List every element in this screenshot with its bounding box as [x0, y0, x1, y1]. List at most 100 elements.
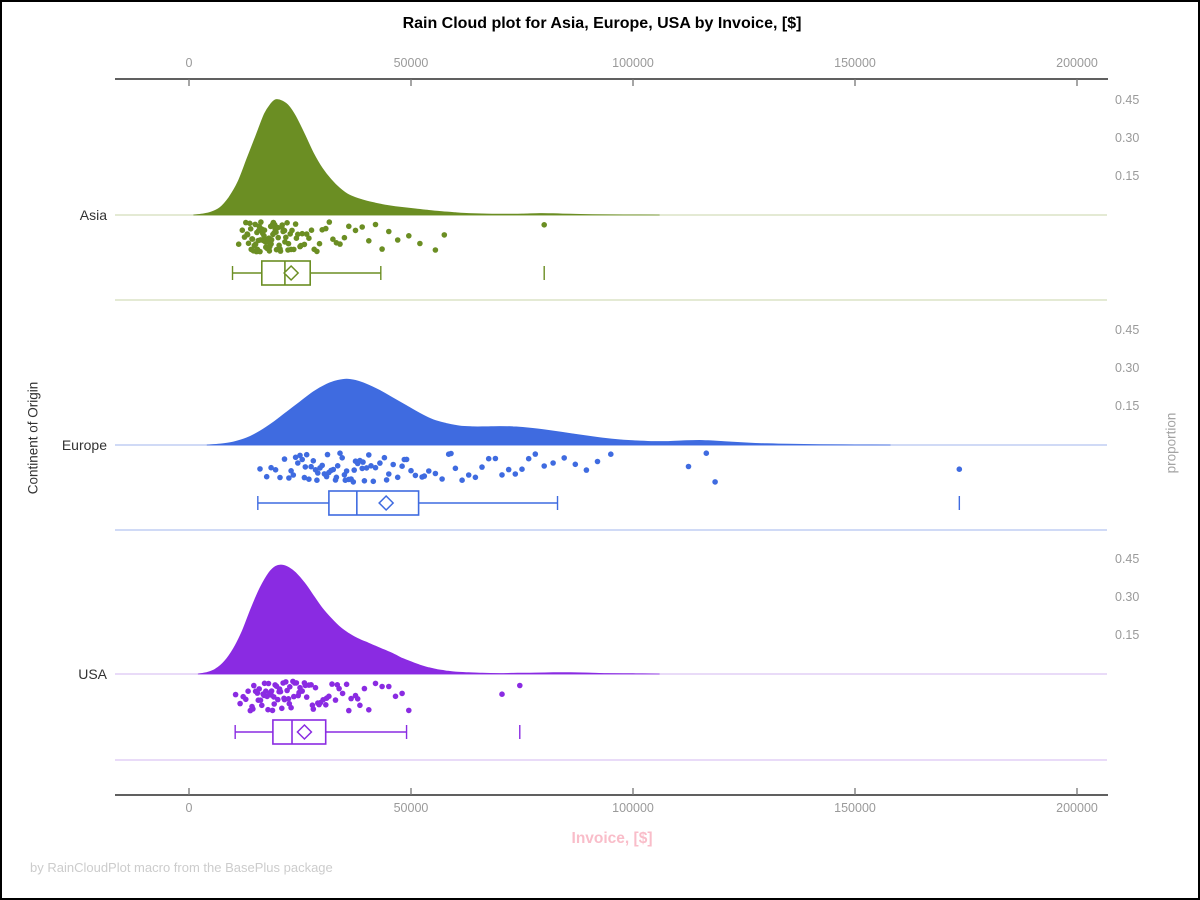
rain-dot-europe — [403, 456, 410, 463]
rain-dot-asia — [247, 220, 253, 227]
rain-dot-usa — [283, 679, 289, 685]
rain-dot-europe — [541, 463, 547, 469]
rain-dot-usa — [245, 688, 251, 694]
rain-dot-europe — [361, 478, 368, 484]
rain-dot-europe — [499, 472, 505, 478]
rain-dot-asia — [432, 247, 439, 253]
rain-dot-europe — [390, 461, 397, 468]
rain-dot-europe — [550, 460, 556, 466]
rain-dot-asia — [352, 227, 359, 234]
rain-dot-asia — [283, 234, 289, 241]
rain-dot-europe — [432, 470, 439, 477]
rain-dot-usa — [259, 702, 265, 709]
rain-dot-europe — [370, 478, 377, 485]
proportion-tick-label: 0.45 — [1115, 552, 1140, 566]
rain-dot-usa — [271, 701, 278, 707]
rain-dot-europe — [519, 466, 525, 473]
rain-dot-usa — [379, 683, 385, 690]
rain-dot-usa — [386, 683, 392, 690]
rain-dot-europe — [408, 467, 414, 474]
category-label-europe: Europe — [61, 437, 107, 453]
proportion-tick-label: 0.45 — [1115, 323, 1140, 337]
rain-dot-asia — [326, 219, 333, 225]
rain-dot-europe — [399, 463, 405, 470]
rain-dot-usa — [293, 680, 300, 686]
rain-dot-europe — [452, 465, 459, 472]
rain-dot-europe — [288, 468, 294, 474]
rain-dot-europe — [594, 458, 601, 465]
rain-dot-europe — [286, 475, 292, 481]
rain-dot-europe — [366, 452, 372, 458]
rain-dot-usa — [343, 681, 350, 688]
rain-dot-europe — [292, 454, 299, 461]
x-tick-label-bottom: 50000 — [393, 801, 429, 815]
rain-dot-europe — [386, 471, 392, 477]
rain-dot-asia — [266, 248, 273, 254]
rain-dot-europe — [608, 451, 614, 458]
rain-dot-usa — [279, 705, 285, 712]
x-tick-label-top: 50000 — [393, 56, 429, 70]
rain-dot-europe — [257, 466, 263, 472]
rain-dot-europe — [512, 471, 519, 477]
rain-dot-usa — [277, 688, 284, 695]
rain-dot-usa — [326, 693, 332, 700]
rain-dot-europe — [281, 456, 288, 462]
rain-dot-europe — [394, 474, 401, 481]
rain-dot-asia — [273, 229, 279, 235]
rain-dot-usa — [257, 697, 264, 703]
rain-dot-europe — [421, 473, 428, 479]
rain-dot-usa — [332, 697, 339, 703]
rain-dot-usa — [268, 688, 275, 694]
rain-dot-usa — [254, 690, 261, 696]
rain-dot-asia — [441, 232, 448, 238]
rain-dot-asia — [292, 221, 299, 227]
rain-dot-usa — [261, 680, 268, 687]
rain-dot-europe — [572, 461, 579, 468]
rain-dot-asia — [341, 234, 348, 241]
density-cloud-europe — [206, 378, 891, 446]
rain-dot-asia — [281, 227, 288, 234]
rain-dot-usa — [243, 696, 249, 703]
rain-dot-europe — [439, 476, 445, 482]
rain-dot-usa — [339, 690, 346, 697]
rain-dot-europe — [303, 451, 310, 458]
rain-dot-europe — [272, 467, 279, 473]
rain-dot-usa — [323, 702, 329, 708]
proportion-tick-label: 0.30 — [1115, 590, 1140, 604]
rain-dot-europe — [472, 474, 479, 481]
x-tick-label-top: 0 — [185, 56, 193, 70]
rain-dot-europe — [310, 458, 317, 464]
rain-dot-asia — [314, 248, 320, 255]
rain-dot-asia — [245, 240, 252, 247]
rain-dot-asia — [249, 236, 256, 242]
rain-dot-usa — [308, 682, 314, 688]
rain-dot-usa — [275, 696, 281, 703]
mean-diamond-usa — [296, 723, 313, 741]
x-tick-label-bottom: 100000 — [612, 801, 654, 815]
rain-dot-asia — [284, 220, 290, 226]
rain-dot-europe — [459, 477, 465, 484]
rain-dot-asia — [417, 240, 423, 247]
rain-dot-asia — [279, 222, 286, 228]
box-europe — [328, 490, 420, 516]
rain-dot-europe — [268, 464, 274, 471]
rain-dot-asia — [235, 241, 242, 247]
proportion-tick-label: 0.45 — [1115, 93, 1140, 107]
rain-dot-usa — [361, 685, 368, 692]
rain-dot-asia — [323, 225, 329, 232]
rain-dot-asia — [316, 240, 323, 247]
density-cloud-asia — [193, 99, 660, 216]
rain-dot-usa — [237, 700, 243, 707]
rain-dot-usa — [232, 691, 239, 698]
rain-dot-europe — [359, 465, 366, 472]
rain-dot-asia — [291, 246, 297, 253]
rain-dot-usa — [336, 685, 342, 692]
rain-dot-europe — [263, 473, 270, 480]
rain-dot-europe — [333, 474, 340, 481]
rain-dot-asia — [285, 240, 292, 247]
rain-dot-usa — [303, 694, 310, 700]
rain-dot-europe — [956, 466, 963, 473]
rain-dot-asia — [359, 224, 366, 230]
rain-dot-usa — [346, 707, 352, 714]
